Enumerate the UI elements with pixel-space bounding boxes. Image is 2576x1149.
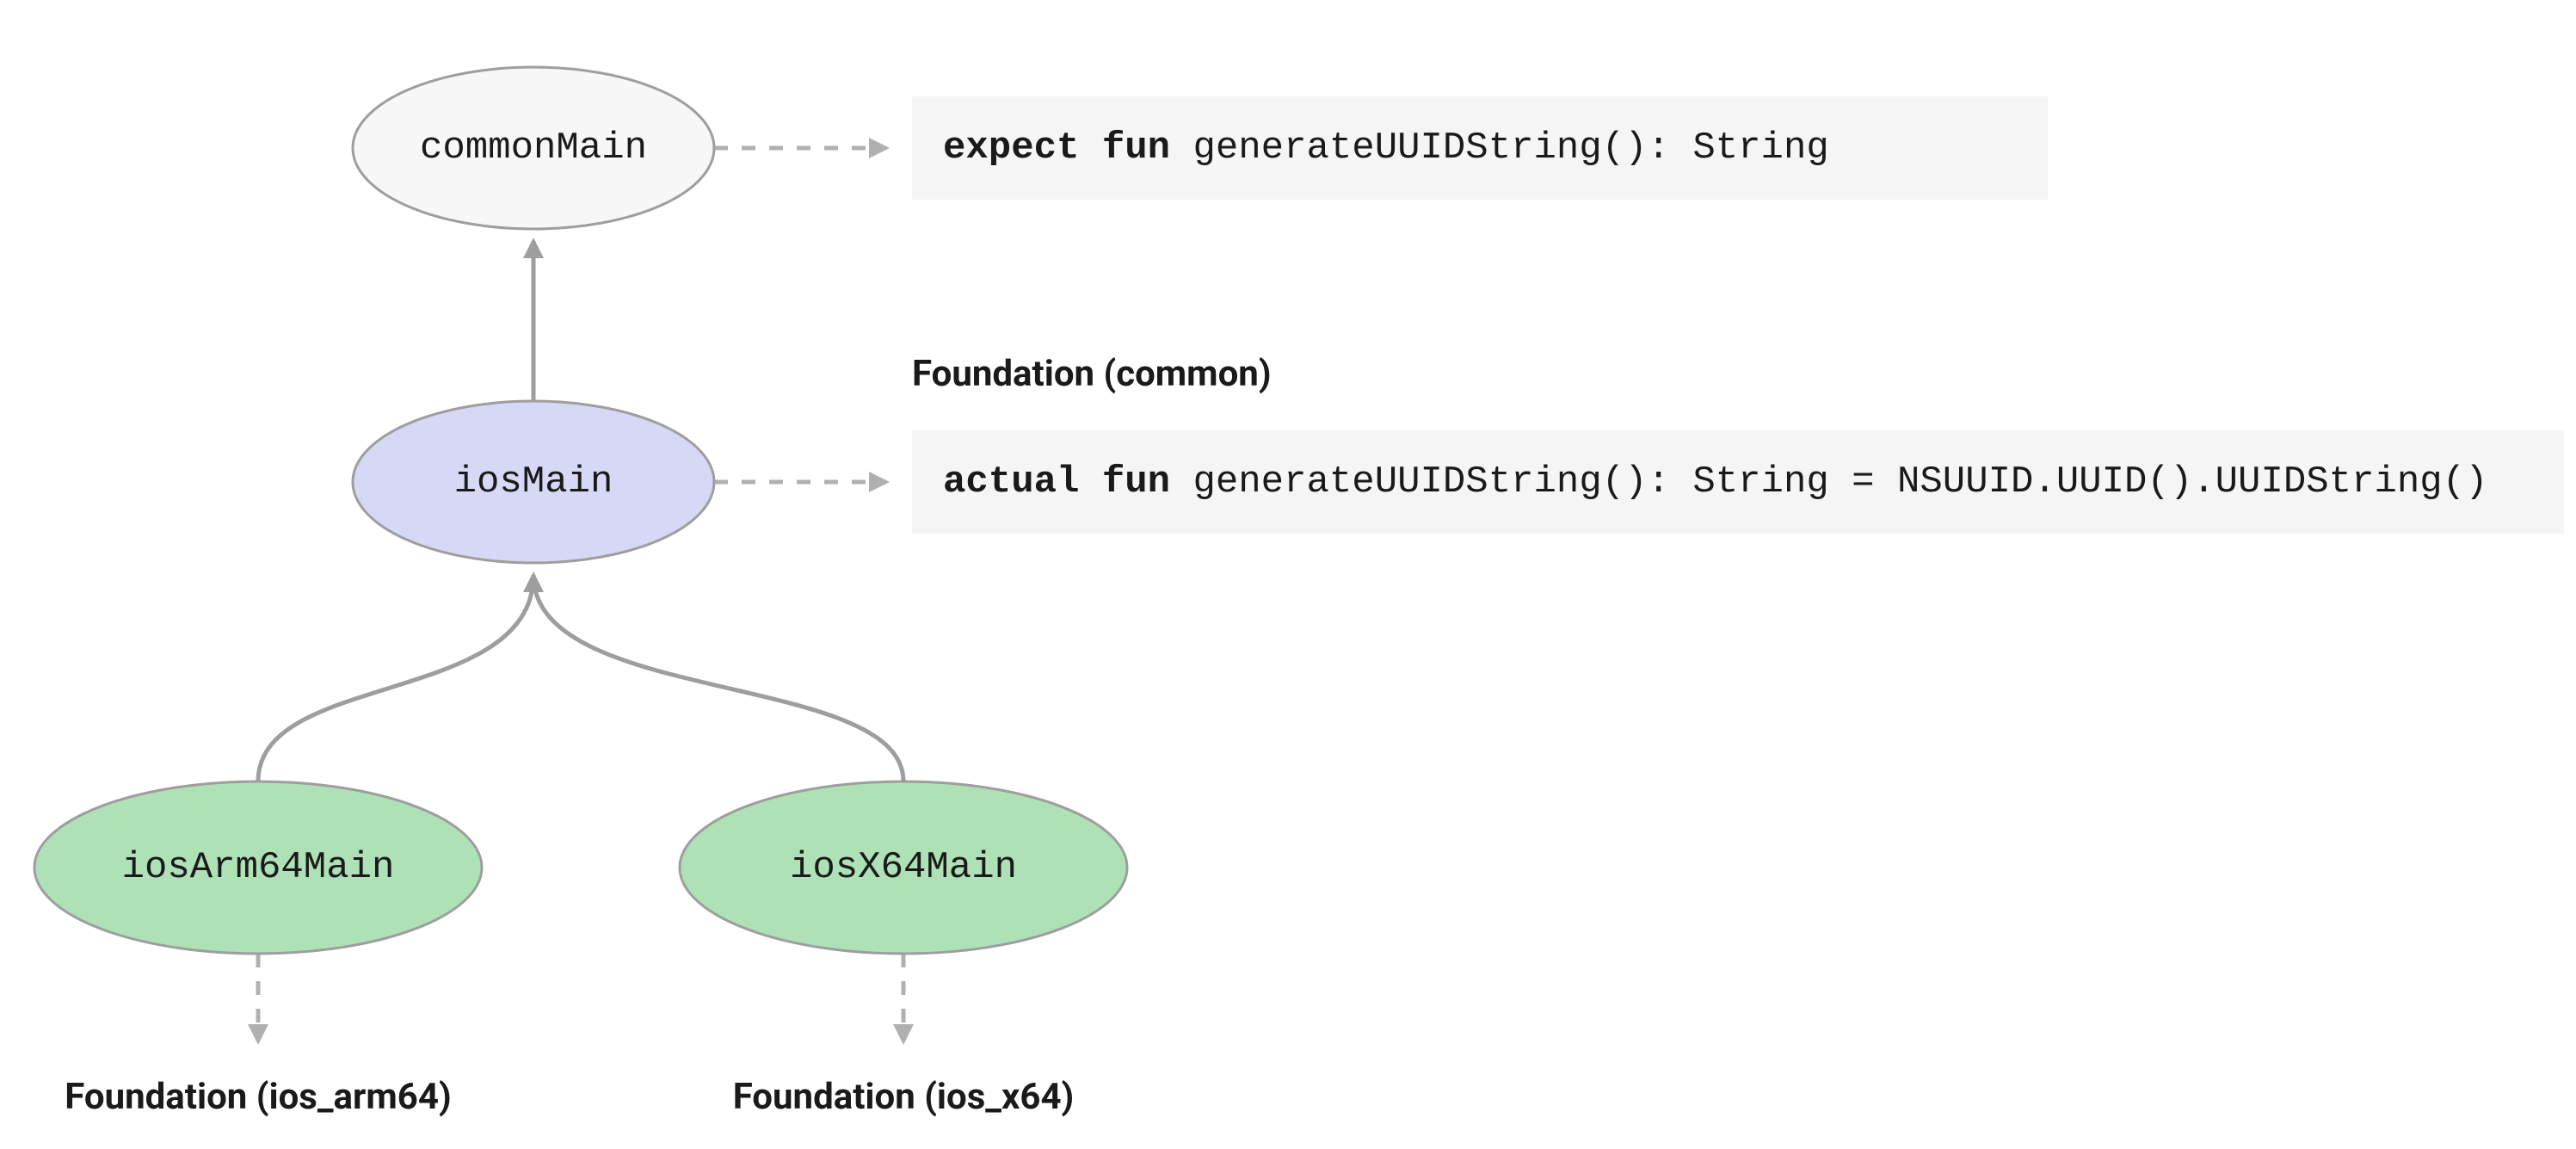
codebox2-text: actual fun generateUUIDString(): String …	[943, 460, 2488, 503]
node-iosX64Main-label: iosX64Main	[790, 846, 1017, 889]
node-commonMain-label: commonMain	[420, 127, 647, 170]
caption-cap_x64: Foundation (ios_x64)	[733, 1076, 1075, 1118]
caption-cap_arm64: Foundation (ios_arm64)	[65, 1076, 451, 1118]
edge-iosX64Main-to-iosMain	[533, 575, 903, 781]
heading-foundation_common: Foundation (common)	[912, 353, 1272, 395]
edge-iosArm64Main-to-iosMain	[258, 575, 533, 781]
codebox1-text: expect fun generateUUIDString(): String	[943, 127, 1829, 170]
node-iosArm64Main-label: iosArm64Main	[122, 846, 395, 889]
node-iosMain-label: iosMain	[454, 460, 613, 503]
